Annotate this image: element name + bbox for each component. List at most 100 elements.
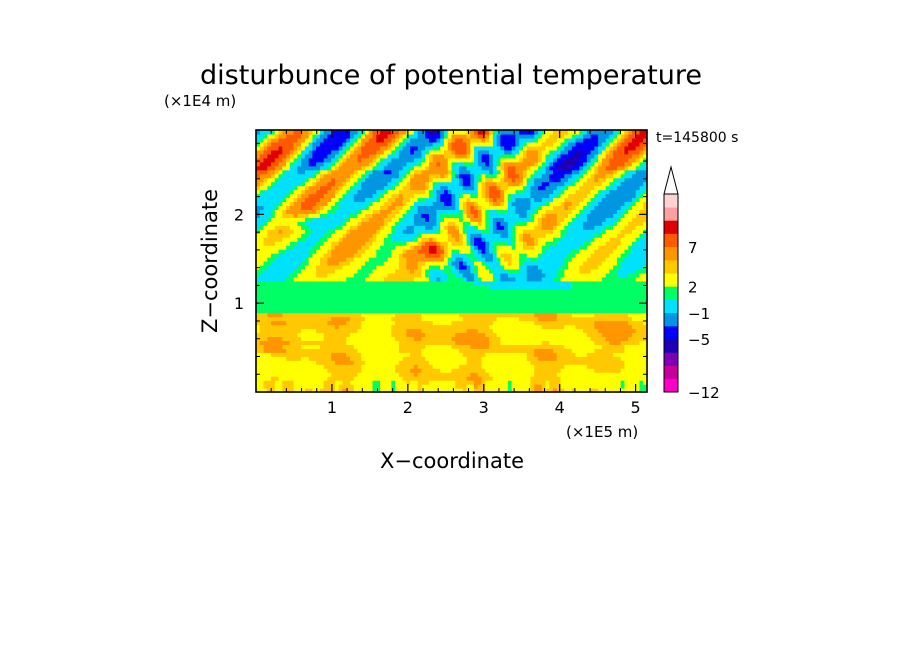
field-cell [601, 276, 607, 282]
field-cell [628, 320, 633, 326]
field-cell [568, 253, 573, 258]
field-cell [361, 372, 366, 377]
field-cell [421, 364, 426, 369]
field-cell [624, 308, 629, 314]
field-cell [583, 213, 588, 218]
field-cell [466, 332, 471, 338]
field-cell [526, 213, 532, 218]
field-cell [372, 384, 377, 389]
field-cell [601, 368, 607, 373]
field-cell [541, 348, 547, 353]
field-cell [579, 241, 584, 246]
field-cell [349, 344, 355, 349]
field-cell [346, 352, 351, 357]
field-cell [304, 368, 310, 373]
field-cell [628, 368, 633, 373]
field-cell [368, 264, 374, 270]
field-cell [417, 209, 423, 214]
field-cell [293, 221, 298, 226]
field-cell [455, 348, 460, 353]
field-cell [537, 209, 543, 214]
field-cell [432, 388, 438, 392]
field-cell [278, 308, 283, 314]
field-cell [387, 328, 392, 334]
field-cell [545, 316, 550, 322]
field-cell [256, 368, 261, 373]
field-cell [504, 384, 509, 389]
field-cell [620, 237, 626, 242]
field-cell [323, 257, 329, 262]
field-cell [282, 336, 287, 341]
field-cell [417, 388, 423, 392]
field-cell [613, 261, 618, 266]
field-cell [395, 332, 400, 338]
field-cell [349, 245, 355, 250]
field-cell [530, 368, 535, 373]
field-cell [466, 312, 471, 318]
field-cell [316, 308, 321, 314]
field-cell [349, 352, 355, 357]
field-cell [511, 221, 517, 226]
field-cell [522, 209, 528, 214]
field-cell [492, 304, 498, 310]
field-cell [406, 328, 411, 334]
field-cell [304, 372, 310, 377]
field-cell [511, 344, 517, 349]
field-cell [316, 280, 321, 286]
field-cell [338, 233, 344, 238]
field-cell [643, 209, 647, 214]
field-cell [522, 344, 528, 349]
field-cell [568, 257, 573, 262]
field-cell [338, 372, 344, 377]
field-cell [413, 280, 419, 286]
field-cell [259, 201, 265, 207]
field-cell [278, 225, 283, 230]
field-cell [365, 340, 370, 345]
field-cell [417, 296, 423, 302]
field-cell [395, 233, 400, 238]
field-cell [349, 257, 355, 262]
field-cell [301, 264, 306, 270]
field-cell [256, 221, 261, 226]
field-cell [605, 261, 610, 266]
field-cell [507, 284, 513, 290]
field-cell [440, 237, 445, 242]
field-cell [489, 241, 494, 246]
field-cell [365, 296, 370, 302]
field-cell [594, 360, 599, 365]
field-cell [560, 364, 565, 369]
field-cell [594, 237, 599, 242]
field-cell [534, 300, 539, 306]
field-cell [537, 316, 543, 322]
field-cell [635, 308, 641, 314]
field-cell [334, 320, 340, 326]
field-cell [361, 268, 366, 274]
field-cell [620, 324, 626, 330]
field-cell [568, 320, 573, 326]
field-cell [436, 280, 441, 286]
field-cell [556, 261, 562, 266]
field-cell [541, 261, 547, 266]
field-cell [432, 384, 438, 389]
field-cell [541, 241, 547, 246]
field-cell [545, 304, 550, 310]
field-cell [594, 288, 599, 294]
field-cell [537, 261, 543, 266]
field-cell [590, 296, 595, 302]
field-cell [376, 312, 381, 318]
field-cell [526, 380, 532, 385]
field-cell [425, 249, 430, 254]
field-cell [530, 205, 535, 210]
field-cell [545, 205, 550, 210]
field-cell [342, 280, 347, 286]
field-cell [327, 300, 332, 306]
field-cell [319, 364, 325, 369]
field-cell [342, 380, 347, 385]
field-cell [391, 217, 396, 222]
field-cell [406, 368, 411, 373]
field-cell [613, 344, 618, 349]
field-cell [327, 249, 332, 254]
field-cell [380, 229, 385, 234]
field-cell [616, 264, 622, 270]
field-cell [398, 229, 404, 234]
